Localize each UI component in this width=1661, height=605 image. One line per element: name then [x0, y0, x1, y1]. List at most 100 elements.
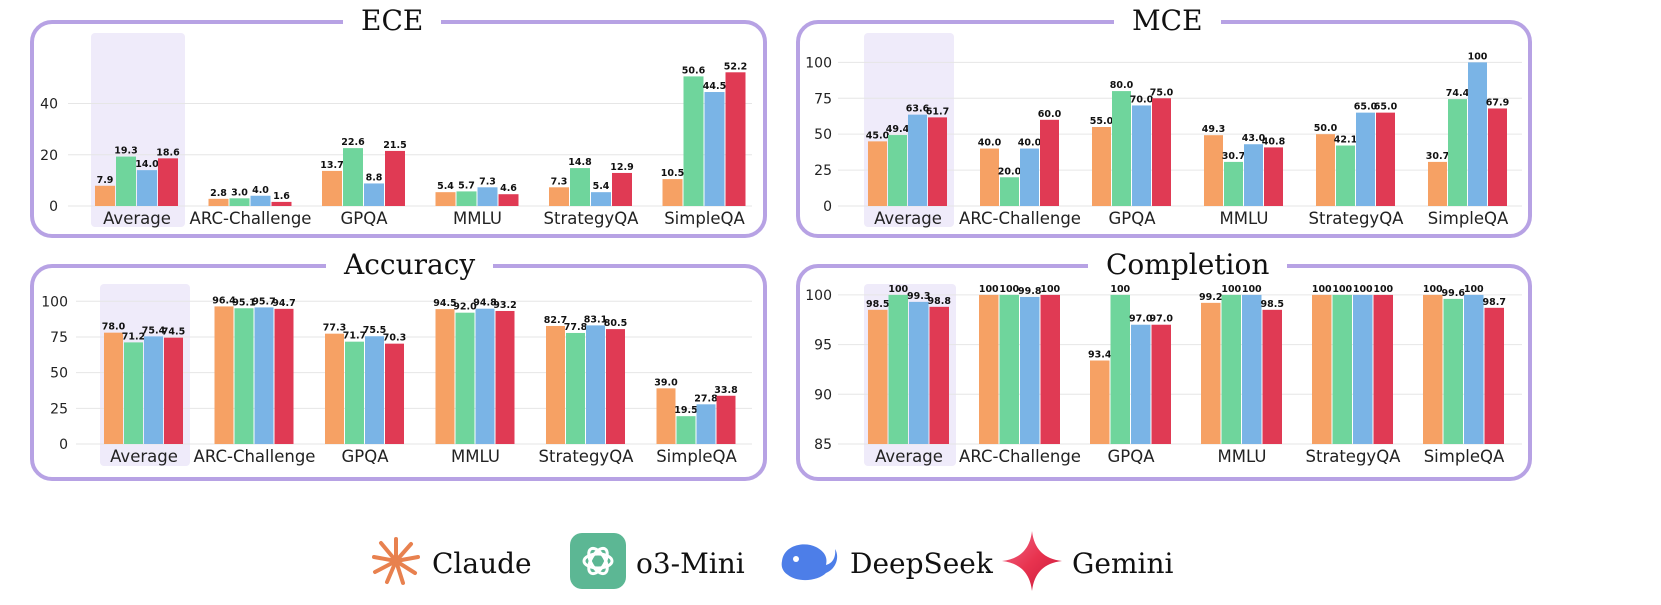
data-label: 95.1: [232, 297, 255, 308]
data-label: 71.7: [343, 331, 366, 342]
data-label: 70.0: [1130, 94, 1154, 105]
data-label: 4.6: [500, 183, 517, 194]
data-label: 100: [1468, 51, 1488, 62]
data-label: 40.0: [1018, 138, 1042, 149]
bar-o3mini: [1448, 99, 1467, 206]
bar-claude: [1316, 134, 1335, 206]
data-label: 42.1: [1334, 135, 1357, 146]
data-label: 99.3: [907, 291, 930, 302]
bar-gemini: [495, 310, 515, 444]
legend-item-claude: Claude: [370, 528, 532, 598]
category-label: GPQA: [340, 209, 388, 228]
data-label: 55.0: [1090, 116, 1114, 127]
category-label: GPQA: [341, 447, 389, 466]
data-label: 40.0: [978, 138, 1002, 149]
bar-o3mini: [229, 198, 250, 206]
y-tick-label: 100: [805, 288, 832, 304]
data-label: 7.3: [479, 176, 496, 187]
bar-o3mini: [1336, 145, 1355, 206]
y-tick-label: 0: [49, 199, 58, 215]
accuracy-title: Accuracy: [326, 248, 494, 282]
data-label: 100: [1040, 284, 1060, 295]
bar-o3mini: [1000, 177, 1019, 206]
mce-title: MCE: [1114, 4, 1221, 38]
bar-gemini: [612, 172, 632, 206]
bar-gemini: [716, 395, 736, 444]
data-label: 39.0: [654, 377, 678, 388]
bar-o3mini: [124, 342, 143, 444]
y-tick-label: 0: [59, 437, 68, 453]
data-label: 14.0: [135, 159, 159, 170]
category-label: StrategyQA: [1309, 209, 1405, 228]
category-label: ARC-Challenge: [959, 209, 1081, 228]
y-tick-label: 100: [41, 294, 68, 310]
bar-deepseek: [254, 307, 274, 444]
data-label: 100: [999, 284, 1019, 295]
bar-o3mini: [234, 308, 254, 444]
bar-o3mini: [888, 294, 908, 444]
data-label: 98.8: [928, 296, 952, 307]
y-tick-label: 90: [814, 387, 832, 403]
bar-o3mini: [1224, 161, 1243, 206]
bar-deepseek: [1131, 324, 1151, 444]
data-label: 96.4: [212, 295, 236, 306]
bar-deepseek: [696, 404, 716, 444]
bar-claude: [1428, 161, 1447, 206]
bar-claude: [435, 192, 456, 206]
data-label: 20.0: [998, 166, 1022, 177]
data-label: 82.7: [544, 315, 567, 326]
data-label: 92.0: [453, 302, 477, 313]
bar-gemini: [929, 306, 949, 444]
bar-o3mini: [1221, 294, 1241, 444]
data-label: 75.4: [142, 325, 166, 336]
category-label: MMLU: [1218, 447, 1267, 466]
bar-gemini: [274, 308, 294, 444]
bar-o3mini: [888, 135, 907, 206]
category-label: SimpleQA: [664, 209, 745, 228]
legend-label-o3mini: o3-Mini: [636, 546, 745, 580]
data-label: 94.8: [473, 298, 497, 309]
data-label: 100: [888, 284, 908, 295]
y-tick-label: 40: [40, 97, 58, 113]
bar-deepseek: [364, 183, 384, 206]
category-label: SimpleQA: [1428, 209, 1509, 228]
bar-claude: [435, 309, 455, 444]
bar-gemini: [385, 343, 404, 444]
data-label: 27.8: [694, 393, 718, 404]
y-tick-label: 25: [50, 401, 68, 417]
data-label: 75.0: [1150, 87, 1174, 98]
bar-deepseek: [1244, 144, 1263, 206]
category-label: StrategyQA: [539, 447, 635, 466]
data-label: 75.5: [363, 325, 386, 336]
data-label: 18.6: [156, 147, 180, 158]
bar-deepseek: [1468, 62, 1487, 207]
data-label: 33.8: [714, 385, 738, 396]
bar-gemini: [1484, 307, 1504, 444]
bar-deepseek: [1020, 148, 1039, 206]
data-label: 13.7: [320, 160, 343, 171]
data-label: 100: [1353, 284, 1373, 295]
data-label: 22.6: [341, 137, 365, 148]
legend-label-gemini: Gemini: [1072, 546, 1174, 580]
bar-claude: [1092, 127, 1111, 206]
bar-claude: [322, 170, 342, 206]
bar-gemini: [1376, 112, 1395, 206]
category-label: StrategyQA: [1306, 447, 1402, 466]
data-label: 100: [1312, 284, 1332, 295]
bar-claude: [1090, 360, 1110, 444]
data-label: 19.5: [674, 405, 697, 416]
data-label: 97.0: [1150, 314, 1174, 325]
bar-gemini: [1488, 108, 1507, 206]
bar-claude: [208, 198, 229, 206]
legend-label-deepseek: DeepSeek: [850, 546, 993, 580]
data-label: 95.7: [252, 296, 275, 307]
y-tick-label: 50: [50, 366, 68, 382]
data-label: 4.0: [252, 185, 269, 196]
data-label: 71.2: [122, 331, 145, 342]
bar-gemini: [1040, 294, 1060, 444]
y-tick-label: 50: [814, 127, 832, 143]
bar-deepseek: [586, 325, 605, 444]
data-label: 45.0: [866, 130, 890, 141]
data-label: 77.3: [323, 323, 346, 334]
data-label: 100: [979, 284, 999, 295]
